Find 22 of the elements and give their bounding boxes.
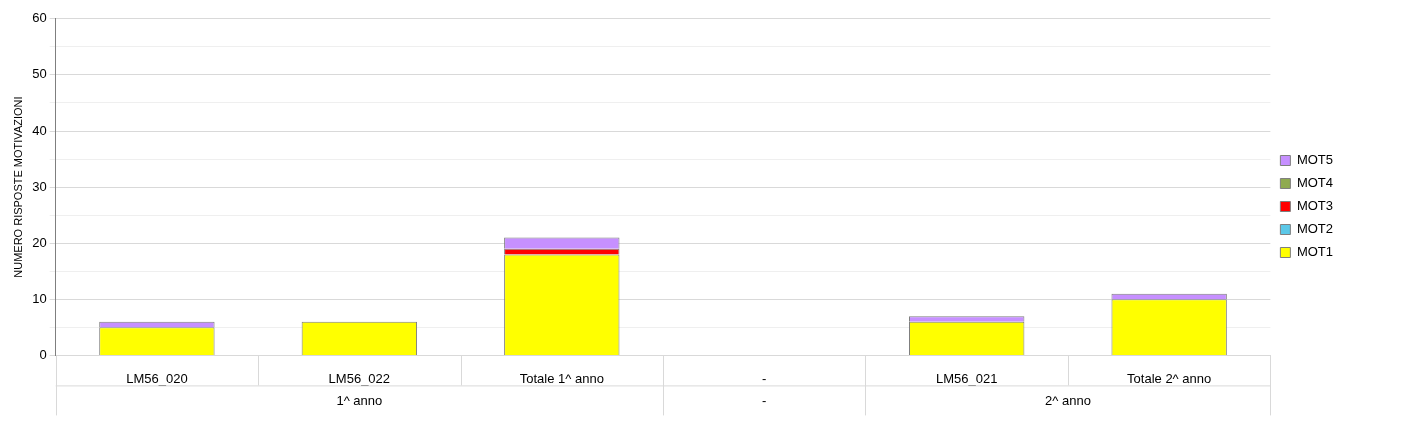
y-tick-label: 30 bbox=[32, 178, 47, 194]
y-tick-label: 50 bbox=[32, 66, 47, 82]
legend-label: MOT3 bbox=[1296, 198, 1334, 214]
x-tick-label: Totale 2^ anno bbox=[1127, 370, 1212, 386]
text: 2^ anno bbox=[1045, 392, 1091, 408]
x-tick-label: LM56_022 bbox=[328, 370, 391, 386]
x-tick-label: - bbox=[762, 370, 767, 386]
text: 1^ anno bbox=[336, 392, 383, 408]
legend-label: MOT4 bbox=[1296, 175, 1334, 191]
y-tick-label: 60 bbox=[32, 10, 47, 26]
y-axis-title: NUMERO RISPOSTE MOTIVAZIONI bbox=[11, 96, 24, 278]
y-tick-label: 40 bbox=[32, 122, 47, 138]
legend-label: MOT5 bbox=[1296, 152, 1334, 168]
x-tick-label: LM56_021 bbox=[935, 370, 998, 386]
y-tick-label: 10 bbox=[32, 290, 47, 306]
text: - bbox=[762, 392, 767, 408]
y-tick-label: 20 bbox=[32, 234, 47, 250]
y-tick-label: 0 bbox=[39, 346, 47, 362]
legend-label: MOT2 bbox=[1296, 221, 1334, 237]
legend-label: MOT1 bbox=[1296, 244, 1334, 260]
x-tick-label: LM56_020 bbox=[126, 370, 188, 386]
x-tick-label: Totale 1^ anno bbox=[519, 370, 604, 386]
